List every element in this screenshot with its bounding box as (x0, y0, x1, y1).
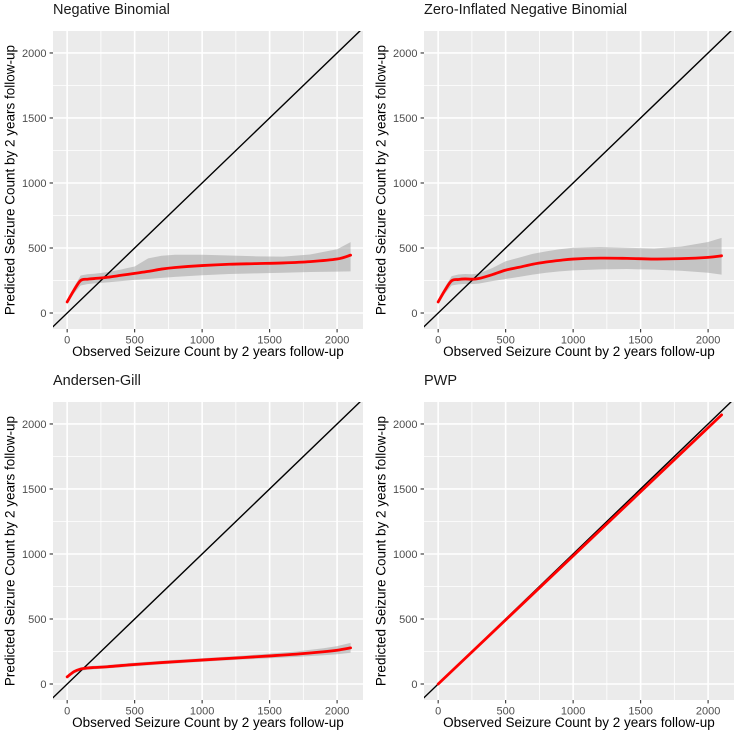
x-tick-label: 500 (125, 335, 143, 347)
y-tick-label: 1000 (393, 178, 417, 190)
y-tick-label: 0 (411, 308, 417, 320)
y-tick-label: 500 (399, 243, 417, 255)
y-tick-label: 1000 (393, 549, 417, 561)
y-tick-label: 500 (399, 614, 417, 626)
smooth-fit-line (436, 413, 723, 686)
plot-panel-zero-inflated-negative-binomial: 0 500 1000 1500 2000 0 500 1000 1500 2000 (393, 31, 734, 347)
y-tick-label: 1500 (393, 484, 417, 496)
x-tick-label: 1000 (190, 706, 214, 718)
plot-panel-negative-binomial: 0 500 1000 1500 2000 0 500 1000 1500 2000 (22, 31, 363, 347)
panel-background (53, 31, 363, 329)
plot-title: Zero-Inflated Negative Binomial (424, 2, 628, 18)
y-tick-label: 2000 (22, 48, 46, 60)
y-tick-label: 2000 (393, 419, 417, 431)
confidence-band (67, 242, 351, 304)
identity-line (53, 402, 361, 699)
x-tick-label: 500 (496, 706, 514, 718)
y-tick-label: 0 (411, 679, 417, 691)
y-tick-label: 1500 (393, 113, 417, 125)
plot-title: Negative Binomial (53, 2, 170, 18)
subplot-negative-binomial: Negative Binomial Predicted Seizure Coun… (0, 0, 370, 370)
y-tick-label: 500 (28, 243, 46, 255)
x-tick-label: 1500 (628, 706, 652, 718)
x-tick-label: 2000 (325, 335, 349, 347)
y-tick-label: 1000 (22, 549, 46, 561)
subplot-andersen-gill: Andersen-Gill Predicted Seizure Count by… (0, 371, 370, 741)
y-tick-label: 1000 (22, 178, 46, 190)
x-tick-label: 0 (435, 335, 441, 347)
x-tick-label: 500 (496, 335, 514, 347)
x-tick-label: 2000 (696, 335, 720, 347)
x-tick-label: 1500 (628, 335, 652, 347)
y-tick-label: 500 (28, 614, 46, 626)
panel-background (424, 31, 734, 329)
x-tick-label: 1500 (257, 335, 281, 347)
x-tick-label: 2000 (325, 706, 349, 718)
plot-panel-pwp: 0 500 1000 1500 2000 0 500 1000 1500 2000 (393, 402, 734, 718)
smooth-fit-line (65, 646, 352, 679)
smooth-fit-line (65, 253, 352, 304)
x-tick-label: 1500 (257, 706, 281, 718)
x-tick-label: 2000 (696, 706, 720, 718)
y-tick-label: 0 (40, 679, 46, 691)
plot-title: Andersen-Gill (53, 373, 141, 389)
x-axis-title: Observed Seizure Count by 2 years follow… (443, 344, 715, 359)
x-axis-title: Observed Seizure Count by 2 years follow… (72, 344, 344, 359)
x-axis-title: Observed Seizure Count by 2 years follow… (72, 715, 344, 730)
subplot-zero-inflated-negative-binomial: Zero-Inflated Negative Binomial Predicte… (371, 0, 741, 370)
plot-panel-andersen-gill: 0 500 1000 1500 2000 0 500 1000 1500 2000 (22, 402, 363, 718)
x-tick-label: 0 (64, 335, 70, 347)
x-tick-label: 0 (64, 706, 70, 718)
y-tick-label: 1500 (22, 113, 46, 125)
subplot-pwp: PWP Predicted Seizure Count by 2 years f… (371, 371, 741, 741)
y-tick-label: 1500 (22, 484, 46, 496)
x-tick-label: 1000 (561, 706, 585, 718)
x-tick-label: 0 (435, 706, 441, 718)
x-tick-label: 500 (125, 706, 143, 718)
y-tick-label: 0 (40, 308, 46, 320)
x-tick-label: 1000 (190, 335, 214, 347)
y-tick-label: 2000 (22, 419, 46, 431)
x-axis-title: Observed Seizure Count by 2 years follow… (443, 715, 715, 730)
y-tick-label: 2000 (393, 48, 417, 60)
confidence-band (438, 237, 722, 304)
x-tick-label: 1000 (561, 335, 585, 347)
plot-title: PWP (424, 373, 458, 389)
smooth-fit-line (436, 254, 723, 304)
